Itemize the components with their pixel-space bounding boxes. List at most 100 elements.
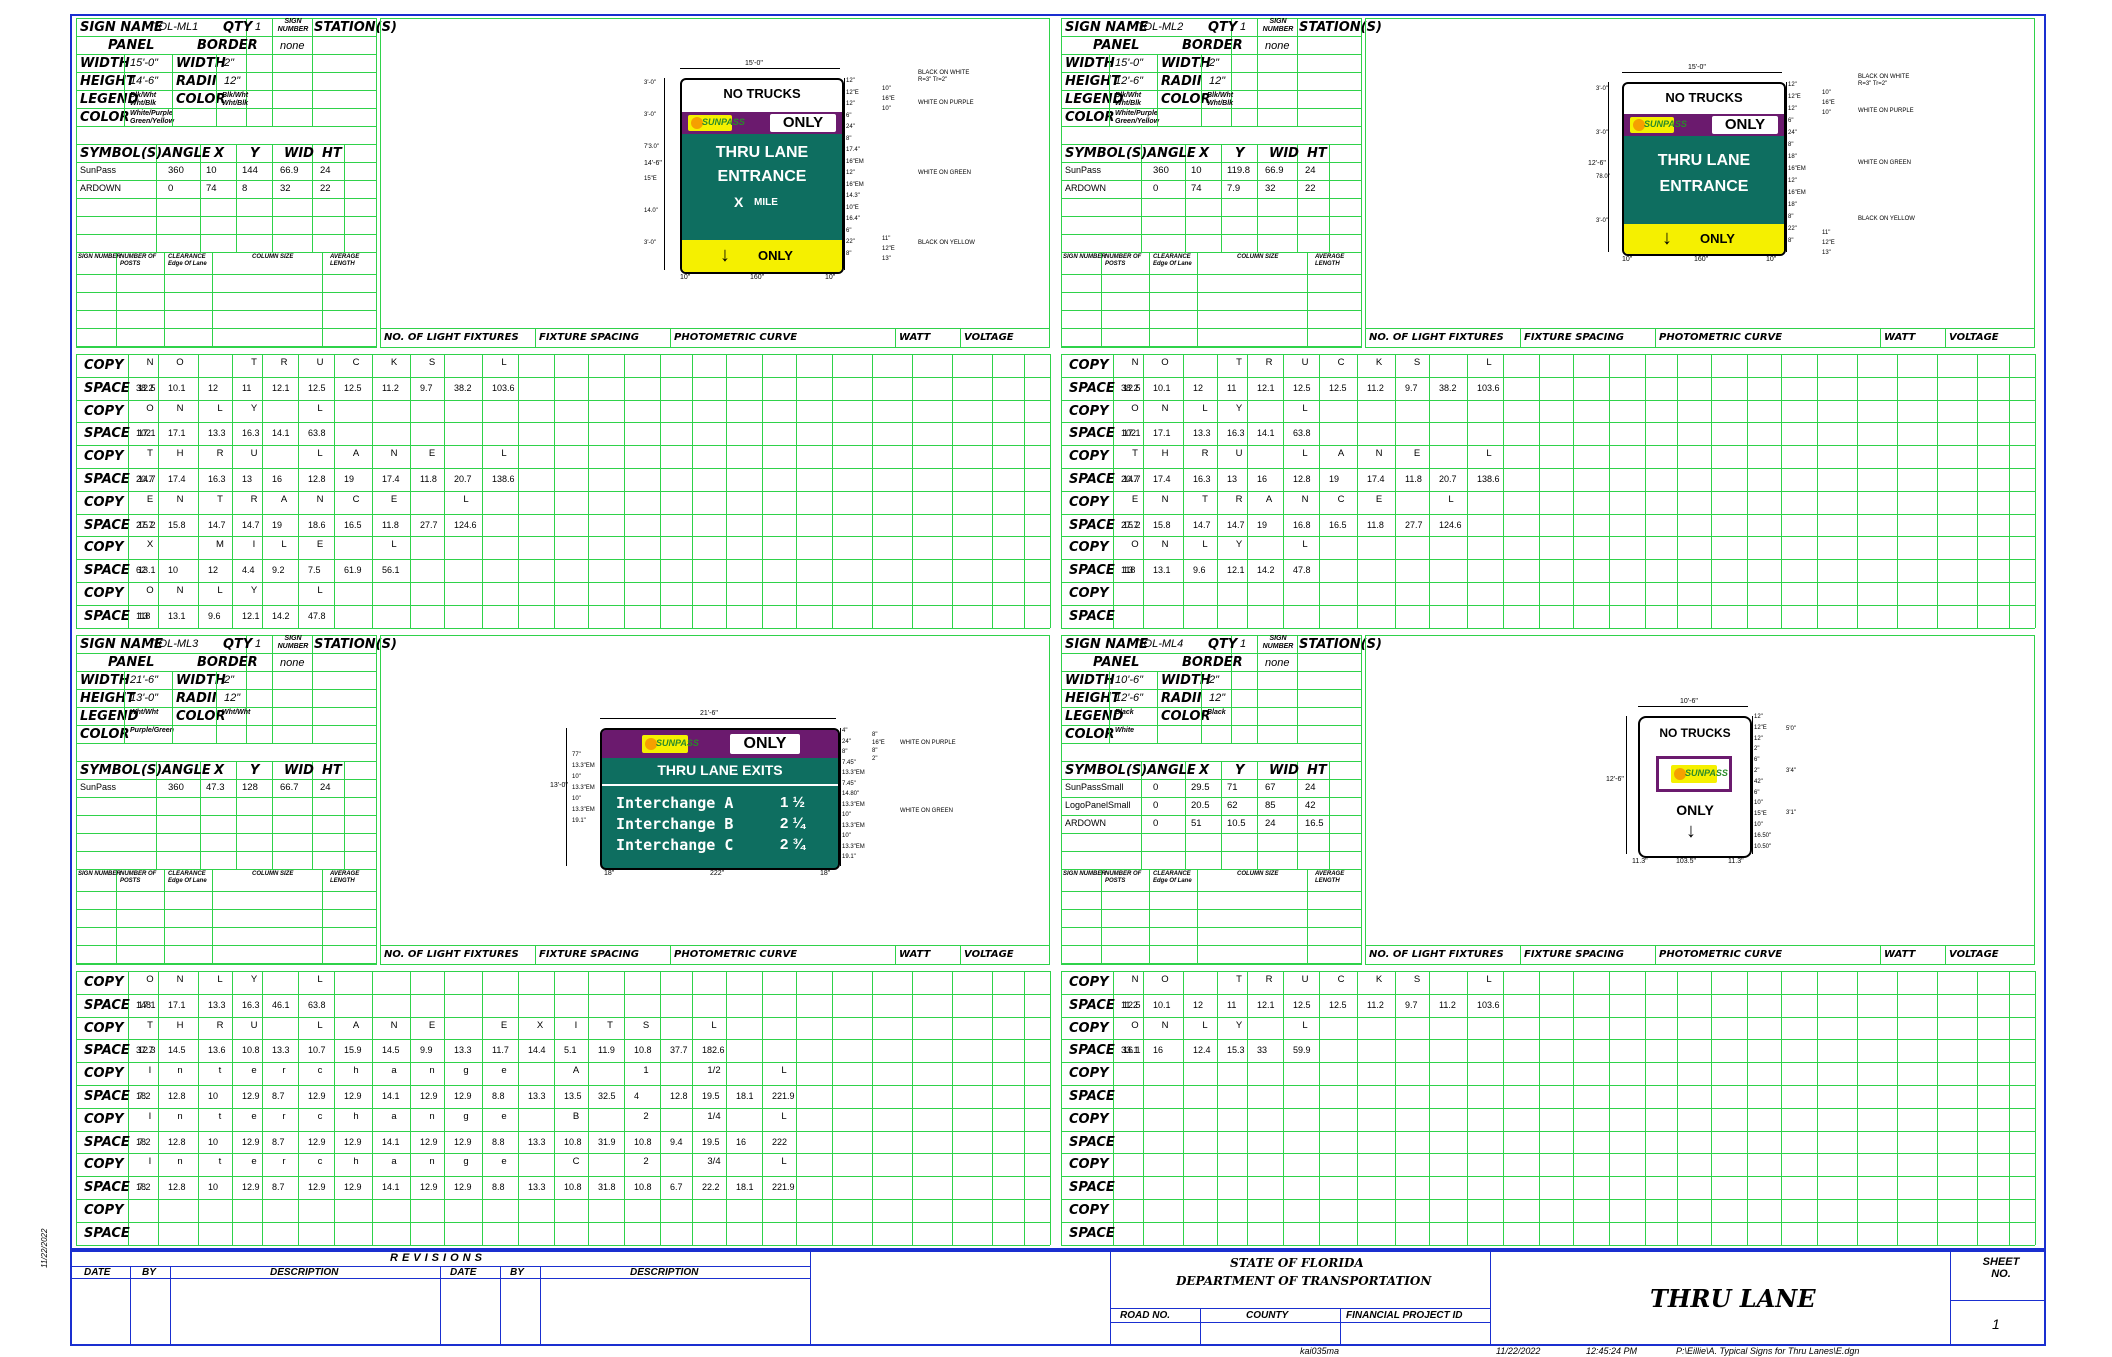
grid-line [1817, 993, 1818, 1017]
grid-line [1817, 1062, 1818, 1085]
grid-line [1937, 582, 1938, 605]
space-value: 11.2 [1439, 999, 1456, 1010]
grid-line [1817, 1199, 1818, 1222]
border-label: BORDER [1182, 38, 1243, 53]
grid-line [912, 1130, 913, 1154]
space-value: 62 [136, 565, 147, 576]
grid-line [624, 468, 625, 491]
grid-line [128, 1062, 129, 1085]
grid-line [518, 1176, 519, 1199]
copy-glyph: L [1486, 974, 1492, 985]
right-dimension: 24" [846, 124, 855, 130]
bottom-only-text: ONLY [1700, 231, 1735, 246]
grid-line [518, 582, 519, 605]
right-dimension: 13.3"EM [842, 822, 865, 829]
space-value: 16.3 [1193, 474, 1211, 484]
grid-line [554, 536, 555, 560]
grid-line [1711, 993, 1712, 1017]
grid-line [588, 1039, 589, 1063]
grid-line [660, 604, 661, 628]
grid-line [1307, 869, 1308, 963]
copy-glyph: g [463, 1156, 469, 1168]
grid-line [410, 376, 411, 400]
copy-glyph: T [1132, 448, 1138, 460]
grid-line [410, 1153, 411, 1177]
symbol-wid: 32 [280, 183, 291, 194]
grid-line [1897, 376, 1898, 400]
grid-line [1677, 1016, 1678, 1040]
grid-line [2009, 1062, 2010, 1085]
grid-line [1395, 1176, 1396, 1199]
grid-line [1061, 869, 1362, 870]
grid-line [1897, 1039, 1898, 1063]
copy-glyph: A [352, 448, 360, 460]
grid-line [232, 1107, 233, 1131]
grid-line [832, 604, 833, 628]
grid-line [726, 559, 727, 582]
symbol-y: 128 [242, 782, 258, 793]
grid-line [1357, 513, 1358, 537]
grid-line [1113, 1016, 1114, 1040]
space-value: 12.9 [242, 1136, 260, 1147]
grid-line [1609, 1107, 1610, 1131]
grid-line [262, 422, 263, 446]
grid-line [1677, 1176, 1678, 1199]
ht-label: HT [1307, 146, 1327, 161]
grid-line [1503, 1176, 1504, 1199]
grid-line [1061, 126, 1362, 127]
grid-line [76, 126, 377, 127]
grid-line [158, 1199, 159, 1222]
radii-label: RADII [176, 74, 217, 89]
grid-line [660, 1221, 661, 1245]
space-value: 13 [242, 474, 253, 484]
grid-line [518, 1199, 519, 1222]
grid-line [1283, 399, 1284, 423]
grid-line [1217, 1176, 1218, 1199]
grid-line [1539, 399, 1540, 423]
grid-line [692, 468, 693, 491]
grid-line [1573, 1039, 1574, 1063]
grid-line [1817, 1016, 1818, 1040]
grid-line [482, 971, 483, 994]
grid-line [554, 1176, 555, 1199]
far-right-dimension: 10" [1822, 110, 1831, 116]
color-note: WHITE ON PURPLE [918, 100, 974, 106]
left-dimension: 78.0" [1596, 174, 1610, 180]
grid-line [1319, 1153, 1320, 1177]
fixture-header: NO. OF LIGHT FIXTURES [1369, 332, 1504, 343]
grid-line [76, 1176, 1050, 1178]
grid-line [554, 490, 555, 514]
space-value: 14.1 [382, 1091, 400, 1101]
grid-line [372, 559, 373, 582]
grid-line [952, 1107, 953, 1131]
grid-line [1977, 468, 1978, 491]
grid-line [1061, 635, 1362, 636]
post-header: SIGN NUMBER [78, 871, 121, 877]
grid-line [624, 971, 625, 994]
only-text: ONLY [782, 114, 824, 131]
grid-line [1183, 490, 1184, 514]
grid-line [262, 513, 263, 537]
grid-line [334, 1221, 335, 1245]
grid-line [762, 1039, 763, 1063]
grid-line [482, 513, 483, 537]
space-value: 19 [1329, 474, 1340, 484]
copy-glyph: T [147, 448, 153, 460]
grid-line [1857, 376, 1858, 400]
grid-line [726, 1062, 727, 1085]
grid-line [1747, 490, 1748, 514]
grid-line [1711, 1062, 1712, 1085]
space-value: 14.1 [1257, 428, 1275, 439]
copy-glyph: E [1375, 493, 1383, 505]
right-dimension: 8" [1788, 142, 1794, 148]
grid-line [762, 490, 763, 514]
radii-label: RADII [176, 691, 217, 706]
grid-line [1061, 1130, 2035, 1132]
grid-line [1467, 399, 1468, 423]
grid-line [1711, 422, 1712, 446]
title-block-line [1950, 1300, 2046, 1301]
grid-line [198, 971, 199, 994]
grid-line [1539, 1130, 1540, 1154]
grid-line [1503, 971, 1504, 994]
x-label: X [1199, 763, 1210, 778]
